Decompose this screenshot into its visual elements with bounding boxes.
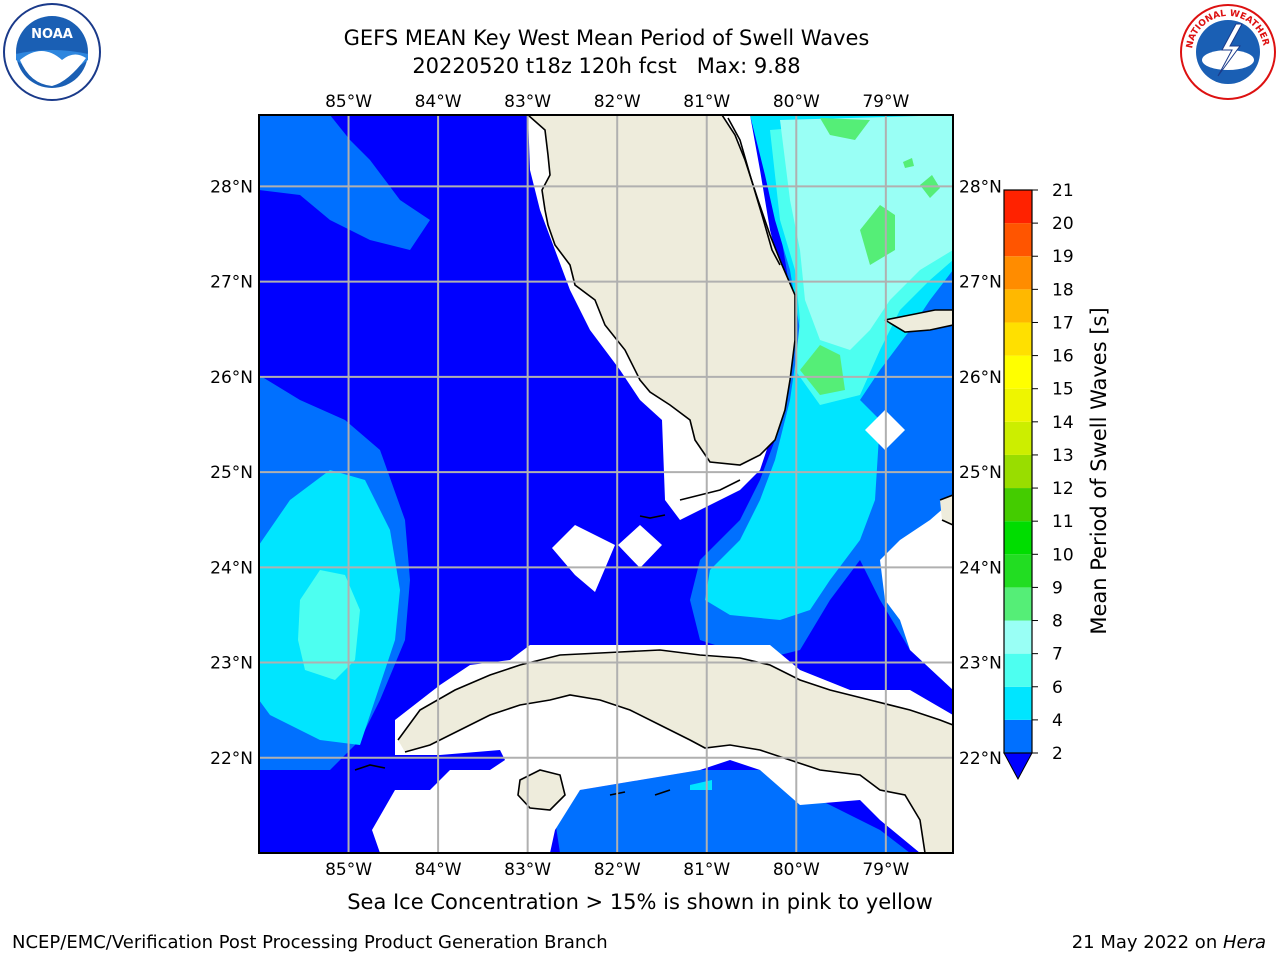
lat-label-left: 28°N xyxy=(210,177,253,197)
map-title-line2: 20220520 t18z 120h fcst Max: 9.88 xyxy=(412,54,801,78)
lon-label-top: 84°W xyxy=(415,92,462,112)
map-plot-area xyxy=(259,115,953,853)
noaa-logo: NOAA xyxy=(3,3,101,101)
lon-label-top: 81°W xyxy=(683,92,730,112)
colorbar-swatch xyxy=(1004,454,1032,489)
swell-contour-8-9-c xyxy=(800,345,845,395)
colorbar-tick-label: 8 xyxy=(1052,612,1063,632)
colorbar-tick-label: 18 xyxy=(1052,280,1074,300)
lat-label-right: 25°N xyxy=(959,463,1002,483)
lat-label-left: 26°N xyxy=(210,368,253,388)
colorbar-tick-label: 20 xyxy=(1052,214,1074,234)
lat-label-left: 25°N xyxy=(210,463,253,483)
colorbar-tick-label: 9 xyxy=(1052,578,1063,598)
colorbar-tick-label: 4 xyxy=(1052,711,1063,731)
colorbar-swatch xyxy=(1004,289,1032,323)
lat-label-right: 24°N xyxy=(959,558,1002,578)
colorbar-tick-label: 2 xyxy=(1052,744,1063,764)
swell-contour-8-9 xyxy=(820,118,870,140)
colorbar-swatch xyxy=(1004,322,1032,356)
colorbar-swatch xyxy=(1004,587,1032,621)
lon-label-bottom: 79°W xyxy=(862,860,909,880)
footer-date-text: 21 May 2022 on xyxy=(1071,932,1223,953)
lat-label-right: 27°N xyxy=(959,273,1002,293)
colorbar-swatch xyxy=(1004,190,1032,224)
land-cuba xyxy=(398,650,953,853)
colorbar-tick-label: 17 xyxy=(1052,313,1074,333)
land-isla-juventud xyxy=(518,770,565,810)
colorbar-tick-label: 19 xyxy=(1052,247,1074,267)
colorbar-tick-label: 15 xyxy=(1052,380,1074,400)
coastlines xyxy=(354,115,953,853)
colorbar-swatch xyxy=(1004,223,1032,257)
lat-label-right: 26°N xyxy=(959,368,1002,388)
colorbar-swatch xyxy=(1004,388,1032,422)
colorbar-tick-label: 7 xyxy=(1052,645,1063,665)
lat-label-right: 22°N xyxy=(959,749,1002,769)
colorbar-swatch xyxy=(1004,355,1032,389)
land-bahamas-2 xyxy=(940,495,953,525)
lat-label-left: 27°N xyxy=(210,273,253,293)
lat-label-left: 24°N xyxy=(210,558,253,578)
graticule xyxy=(259,115,953,853)
lon-label-bottom: 80°W xyxy=(773,860,820,880)
footer-credit: NCEP/EMC/Verification Post Processing Pr… xyxy=(12,932,608,953)
colorbar-swatch xyxy=(1004,620,1032,654)
colorbar-swatch xyxy=(1004,554,1032,588)
lon-label-top: 80°W xyxy=(773,92,820,112)
nodata-eastbank xyxy=(880,440,953,690)
lat-label-left: 23°N xyxy=(210,654,253,674)
lon-label-bottom: 81°W xyxy=(683,860,730,880)
nodata-box2 xyxy=(618,525,662,568)
colorbar-tick-label: 21 xyxy=(1052,181,1074,201)
nws-logo: NATIONAL WEATHER SERVICE xyxy=(1178,2,1276,100)
colorbar-swatch xyxy=(1004,521,1032,555)
lon-label-top: 85°W xyxy=(325,92,372,112)
noaa-logo-text: NOAA xyxy=(31,27,73,42)
colorbar-tick-label: 6 xyxy=(1052,678,1063,698)
land-bahamas xyxy=(885,310,953,332)
colorbar-tick-label: 12 xyxy=(1052,479,1074,499)
swell-contour-2-4-nw xyxy=(259,115,430,250)
colorbar-swatch xyxy=(1004,421,1032,455)
nodata-box1 xyxy=(552,525,615,592)
colorbar-swatch xyxy=(1004,719,1032,753)
colorbar-tick-label: 11 xyxy=(1052,512,1074,532)
map-frame xyxy=(258,114,954,854)
swell-contour-6-7 xyxy=(298,570,360,680)
colorbar-tick-label: 13 xyxy=(1052,446,1074,466)
lon-label-bottom: 85°W xyxy=(325,860,372,880)
lon-label-bottom: 83°W xyxy=(504,860,551,880)
swell-contour-8-9-e xyxy=(903,158,914,168)
footer-host: Hera xyxy=(1222,932,1266,953)
lat-label-right: 23°N xyxy=(959,654,1002,674)
footer-date: 21 May 2022 on Hera xyxy=(1072,932,1266,953)
colorbar-frame xyxy=(1003,189,1033,754)
colorbar-tick-label: 16 xyxy=(1052,347,1074,367)
colorbar-swatch xyxy=(1004,256,1032,290)
lat-label-left: 22°N xyxy=(210,749,253,769)
axis-labels: 85°W 85°W 84°W 84°W 83°W 83°W 82°W 82°W 81°W 81°W… xyxy=(210,92,1002,880)
sea-ice-note: Sea Ice Concentration > 15% is shown in … xyxy=(347,890,933,914)
lon-label-top: 83°W xyxy=(504,92,551,112)
colorbar-swatch xyxy=(1004,686,1032,720)
colorbar-under-triangle xyxy=(1003,752,1033,781)
lon-label-bottom: 82°W xyxy=(594,860,641,880)
lon-label-bottom: 84°W xyxy=(415,860,462,880)
lon-label-top: 79°W xyxy=(862,92,909,112)
colorbar-label: Mean Period of Swell Waves [s] xyxy=(1087,307,1111,634)
colorbar-swatch xyxy=(1004,488,1032,522)
map-title-line1: GEFS MEAN Key West Mean Period of Swell … xyxy=(343,26,870,50)
swell-contour-2-4-south xyxy=(555,770,910,853)
lon-label-top: 82°W xyxy=(594,92,641,112)
lat-label-right: 28°N xyxy=(959,177,1002,197)
colorbar-tick-label: 14 xyxy=(1052,413,1074,433)
colorbar-swatch xyxy=(1004,653,1032,687)
colorbar: 2 4 6 7 8 9 10 11 12 13 14 15 16 17 18 19 20 21 xyxy=(1003,181,1074,781)
colorbar-tick-label: 10 xyxy=(1052,545,1074,565)
